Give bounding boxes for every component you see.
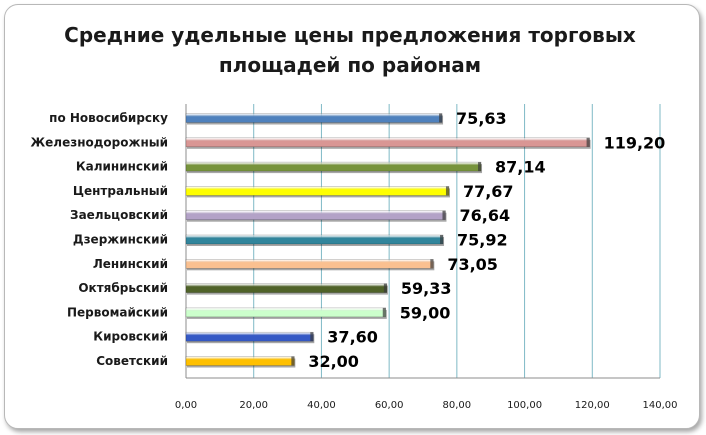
x-tick-label: 60,00 [375,400,404,411]
data-label: 77,67 [463,182,514,201]
x-tick-label: 100,00 [507,400,542,411]
category-label: Заельцовский [70,208,168,222]
data-label: 37,60 [327,328,378,347]
x-tick-label: 20,00 [239,400,268,411]
bar [185,307,387,318]
data-label: 32,00 [308,352,359,371]
bar-end-cap [478,162,482,172]
bar [185,113,443,123]
bar-end-cap [430,259,434,269]
bar [185,331,314,342]
x-tick-label: 140,00 [643,400,678,411]
bar-end-cap [310,332,314,342]
category-label: Советский [96,354,168,368]
category-label: Кировский [93,330,168,344]
bar-end-cap [586,137,590,147]
bar [185,283,388,293]
category-label: Первомайский [67,305,168,319]
category-label: Дзержинский [73,233,168,247]
bar [185,161,482,172]
x-tick-label: 120,00 [575,400,610,411]
data-label: 59,33 [401,279,452,298]
x-tick-label: 40,00 [307,400,336,411]
bar-end-cap [445,186,449,196]
data-label: 75,92 [457,231,508,250]
x-tick-label: 80,00 [443,400,472,411]
data-label: 59,00 [400,303,451,322]
bar [185,210,446,220]
chart-title: Средние удельные цены предложения торгов… [64,23,636,77]
bar-end-cap [291,356,295,366]
category-label: по Новосибирску [49,111,168,125]
bar [185,186,450,196]
data-label: 119,20 [604,133,666,152]
bar [185,356,295,366]
category-label: Калининский [76,160,168,174]
category-label: Центральный [73,184,168,198]
bar [185,234,444,245]
bar-end-cap [440,235,444,244]
x-tick-label: 0,00 [175,400,197,411]
bar-end-cap [439,113,443,123]
category-label: Ленинский [93,257,168,271]
category-label: Октябрьский [78,281,168,295]
data-label: 75,63 [456,109,507,128]
data-label: 87,14 [495,158,546,177]
category-label: Железнодорожный [30,135,168,149]
data-label: 73,05 [447,255,498,274]
bar-end-cap [442,210,446,220]
data-label: 76,64 [459,206,510,225]
bar-end-cap [382,307,386,317]
bar [185,137,590,148]
bar-end-cap [383,283,387,293]
bar [185,259,434,269]
